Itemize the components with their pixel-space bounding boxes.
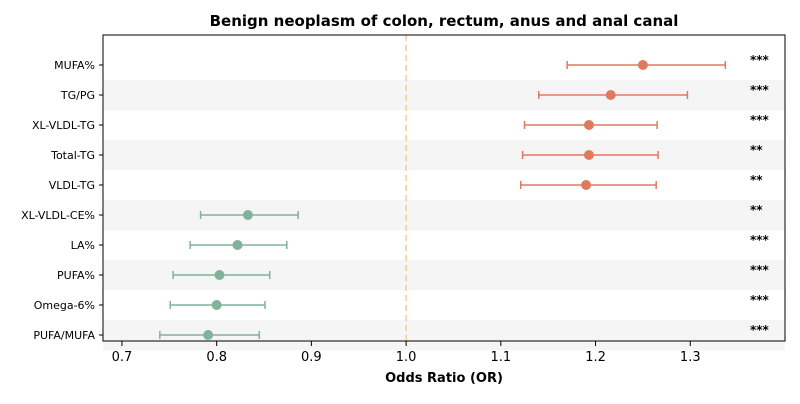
row-shade: [103, 140, 785, 170]
x-tick-label: 1.0: [396, 350, 417, 365]
y-tick-label: XL-VLDL-TG: [32, 119, 95, 132]
chart-title: Benign neoplasm of colon, rectum, anus a…: [210, 12, 679, 30]
y-tick-label: MUFA%: [54, 59, 95, 72]
y-tick-label: TG/PG: [60, 89, 95, 102]
data-row: [521, 150, 659, 160]
or-point: [214, 270, 225, 280]
y-tick-label: VLDL-TG: [49, 179, 95, 192]
or-point: [232, 240, 243, 250]
or-point: [583, 150, 594, 160]
data-row: [537, 90, 689, 100]
x-tick-label: 1.3: [680, 350, 701, 365]
y-tick-label: PUFA/MUFA: [33, 329, 95, 342]
x-axis-label: Odds Ratio (OR): [385, 371, 503, 386]
x-tick-label: 1.2: [585, 350, 606, 365]
significance-label: ***: [750, 113, 770, 127]
plot-frame: [102, 34, 786, 342]
or-point: [581, 180, 592, 190]
data-row: [566, 60, 727, 70]
significance-label: ***: [750, 293, 770, 307]
significance-label: **: [750, 143, 763, 157]
x-tick-label: 0.9: [301, 350, 322, 365]
data-row: [172, 270, 271, 280]
x-tick-label: 1.1: [490, 350, 511, 365]
y-axis: MUFA% TG/PG XL-VLDL-TG Total-TG VLDL-TG XL-VL…: [21, 59, 103, 342]
significance-label: ***: [750, 323, 770, 337]
significance-label: **: [750, 173, 763, 187]
y-tick-label: XL-VLDL-CE%: [21, 209, 95, 222]
or-point: [203, 330, 214, 340]
significance-label: ***: [750, 233, 770, 247]
data-row: [189, 240, 288, 250]
data-row: [159, 330, 261, 340]
or-point: [637, 60, 648, 70]
y-tick-label: Omega-6%: [34, 299, 95, 312]
or-point: [583, 120, 594, 130]
data-row: [519, 180, 657, 190]
y-tick-label: PUFA%: [57, 269, 95, 282]
x-axis: 0.7 0.8 0.9 1.0 1.1 1.2 1.3: [112, 341, 701, 365]
x-tick-label: 0.7: [112, 350, 133, 365]
significance-label: **: [750, 203, 763, 217]
y-tick-label: Total-TG: [50, 149, 95, 162]
data-row: [169, 300, 266, 310]
marks-layer: [159, 60, 727, 340]
significance-label: ***: [750, 83, 770, 97]
or-point: [211, 300, 222, 310]
significance-label: ***: [750, 263, 770, 277]
x-tick-label: 0.8: [206, 350, 227, 365]
significance-labels: ***************************: [750, 53, 770, 337]
data-row: [199, 210, 299, 220]
or-point: [605, 90, 616, 100]
data-row: [523, 120, 658, 130]
or-point: [242, 210, 253, 220]
significance-label: ***: [750, 53, 770, 67]
y-tick-label: LA%: [71, 239, 95, 252]
